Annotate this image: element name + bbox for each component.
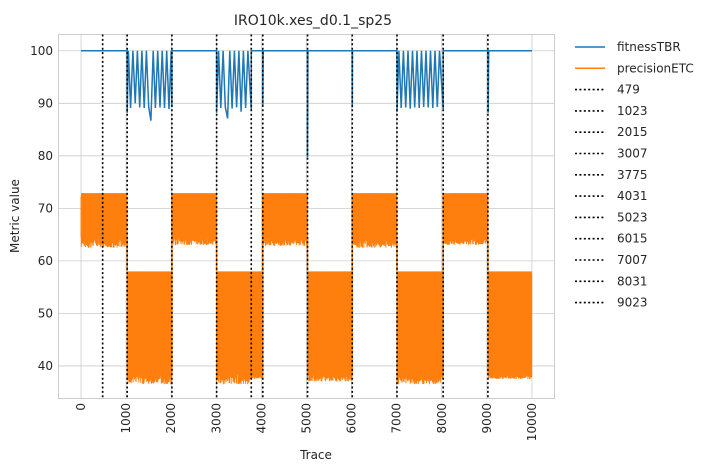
y-tick-label: 80 — [38, 149, 53, 163]
precision-line — [216, 271, 252, 385]
precision-line — [126, 271, 173, 385]
x-tick-label: 2000 — [164, 403, 178, 434]
x-tick-label: 9000 — [480, 403, 494, 434]
y-tick-label: 90 — [38, 96, 53, 110]
precision-line — [171, 193, 218, 246]
x-tick-label: 8000 — [435, 403, 449, 434]
x-tick-label: 1000 — [119, 403, 133, 434]
axis-ticks: 0 1000 2000 3000 4000 5000 6000 7000 8000 9000 100… — [30, 44, 539, 441]
y-tick-label: 100 — [30, 44, 53, 58]
y-axis-label: Metric value — [8, 179, 22, 253]
x-tick-label: 0 — [74, 403, 88, 411]
legend-label: 3775 — [617, 168, 648, 182]
precision-line — [250, 271, 264, 379]
y-tick-label: 70 — [38, 201, 53, 215]
x-tick-label: 4000 — [254, 403, 268, 434]
precision-line — [262, 193, 308, 246]
legend-label: precisionETC — [617, 61, 694, 75]
precision-line — [307, 271, 353, 382]
legend-label: 1023 — [617, 104, 648, 118]
legend-label: 3007 — [617, 147, 648, 161]
precision-line — [442, 193, 489, 245]
legend-label: 2015 — [617, 125, 648, 139]
legend-label: 4031 — [617, 189, 648, 203]
legend-label: 5023 — [617, 210, 648, 224]
precision-line — [487, 271, 533, 380]
vertical-markers — [101, 34, 489, 399]
legend-label: 8031 — [617, 274, 648, 288]
x-tick-label: 10000 — [525, 403, 539, 441]
legend-label: 479 — [617, 83, 640, 97]
y-tick-label: 50 — [38, 306, 53, 320]
legend-label: 6015 — [617, 232, 648, 246]
plot-series — [80, 50, 533, 385]
precision-line — [396, 271, 444, 385]
x-tick-label: 5000 — [300, 403, 314, 434]
precision-line — [351, 193, 398, 248]
legend-label: 9023 — [617, 296, 648, 310]
x-tick-label: 6000 — [345, 403, 359, 434]
fitness-line — [81, 50, 532, 158]
x-tick-label: 7000 — [390, 403, 404, 434]
precision-line — [80, 193, 128, 248]
y-tick-label: 60 — [38, 254, 53, 268]
x-axis-label: Trace — [299, 448, 332, 462]
legend: fitnessTBR precisionETC 479 1023 2015 3007 377… — [575, 40, 694, 310]
legend-label: 7007 — [617, 253, 648, 267]
y-tick-label: 40 — [38, 359, 53, 373]
x-tick-label: 3000 — [209, 403, 223, 434]
chart-title: IRO10k.xes_d0.1_sp25 — [234, 13, 392, 29]
legend-label: fitnessTBR — [617, 40, 681, 54]
